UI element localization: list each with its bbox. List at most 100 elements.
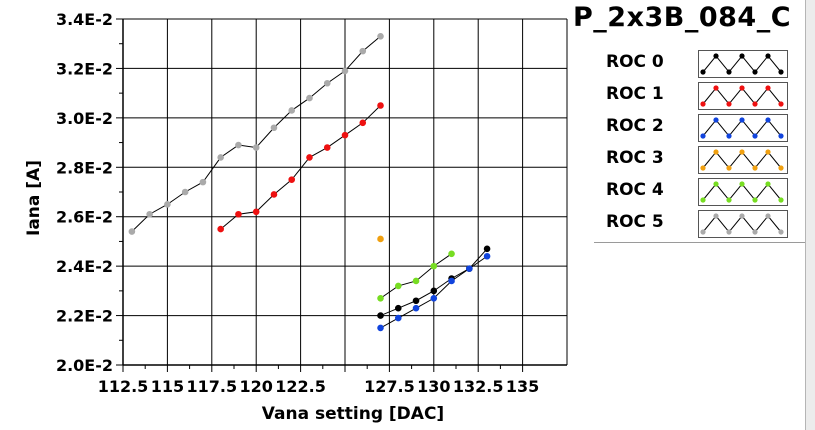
legend-item: ROC 4	[594, 176, 805, 206]
data-point	[377, 324, 384, 332]
y-tick-label: 2.6E-2	[56, 208, 113, 227]
data-point	[377, 33, 384, 40]
legend-swatch-graphic	[700, 149, 784, 171]
data-point	[359, 119, 367, 127]
series-roc-1	[217, 102, 384, 233]
legend-marker	[765, 53, 771, 59]
series-roc-3	[377, 235, 384, 243]
legend-swatch-graphic	[700, 181, 784, 203]
legend-marker	[713, 149, 719, 155]
data-point	[377, 312, 384, 319]
data-point	[323, 79, 331, 87]
data-point	[430, 287, 438, 295]
legend-marker	[752, 133, 758, 139]
legend-marker	[765, 117, 771, 123]
legend-marker	[700, 133, 706, 139]
legend-swatch-graphic	[700, 117, 784, 139]
legend-marker	[726, 229, 732, 235]
data-point	[430, 262, 438, 270]
data-point	[377, 235, 384, 243]
y-tick-label: 3.2E-2	[56, 59, 113, 78]
legend-marker	[713, 117, 719, 123]
data-point	[377, 102, 384, 109]
legend-label: ROC 4	[606, 180, 664, 200]
data-point	[394, 282, 402, 290]
legend-swatch-graphic	[700, 213, 784, 235]
legend-marker	[752, 165, 758, 171]
legend-marker	[739, 213, 745, 219]
data-point	[146, 210, 153, 218]
series-roc-5	[128, 33, 384, 235]
legend-label: ROC 1	[606, 84, 664, 104]
legend-marker	[778, 133, 784, 139]
legend-item: ROC 0	[594, 48, 805, 78]
legend-swatch	[698, 82, 788, 110]
legend-marker	[778, 69, 784, 75]
legend-swatch-graphic	[700, 53, 784, 75]
legend-marker	[765, 149, 771, 155]
data-point	[412, 297, 420, 305]
legend-marker	[752, 69, 758, 75]
data-point	[217, 154, 224, 161]
legend-marker	[726, 133, 732, 139]
legend-label: ROC 5	[606, 212, 664, 232]
legend-marker	[726, 165, 732, 171]
x-tick-label: 127.5	[364, 377, 415, 396]
legend-marker	[700, 101, 706, 107]
data-point	[128, 228, 136, 235]
legend-marker	[713, 53, 719, 59]
legend-swatch	[698, 178, 788, 206]
legend-marker	[739, 117, 745, 123]
legend-swatch	[698, 210, 788, 238]
x-tick-label: 132.5	[453, 377, 504, 396]
legend-marker	[778, 197, 784, 203]
legend-label: ROC 0	[606, 52, 664, 72]
axes: 112.5 115 117.5 120 122.5 127.5 130 132.5 135 2.0…	[56, 10, 567, 396]
y-axis-label: Iana [A]	[24, 160, 44, 236]
data-point	[430, 294, 438, 302]
x-tick-label: 130	[417, 377, 450, 396]
series-line	[220, 105, 381, 230]
legend-marker	[778, 101, 784, 107]
data-point	[323, 144, 331, 151]
data-point	[270, 124, 278, 132]
legend-marker	[752, 101, 758, 107]
legend-marker	[765, 181, 771, 187]
legend-swatch-graphic	[700, 85, 784, 107]
legend-label: ROC 2	[606, 116, 664, 136]
data-point	[377, 294, 384, 302]
data-point	[394, 304, 402, 312]
y-tick-label: 2.8E-2	[56, 158, 113, 177]
legend-marker	[739, 181, 745, 187]
data-point	[199, 178, 207, 186]
legend-item: ROC 2	[594, 112, 805, 142]
y-tick-label: 3.0E-2	[56, 109, 113, 128]
data-point	[483, 252, 491, 260]
x-tick-label: 117.5	[186, 377, 237, 396]
x-axis-label: Vana setting [DAC]	[262, 404, 444, 424]
data-point	[394, 314, 402, 322]
legend-marker	[765, 85, 771, 91]
y-tick-label: 3.4E-2	[56, 10, 113, 29]
legend-marker	[778, 229, 784, 235]
legend-item: ROC 1	[594, 80, 805, 110]
chart-title: P_2x3B_084_C	[573, 2, 792, 33]
legend-swatch	[698, 114, 788, 142]
x-tick-label: 115	[151, 377, 184, 396]
data-point	[341, 67, 349, 75]
data-point	[252, 208, 260, 216]
data-point	[217, 225, 224, 233]
x-tick-label: 112.5	[98, 377, 149, 396]
x-tick-label: 122.5	[275, 377, 326, 396]
data-point	[448, 277, 455, 285]
data-point	[288, 107, 296, 114]
data-point	[466, 265, 473, 272]
legend-marker	[752, 197, 758, 203]
legend-marker	[752, 229, 758, 235]
y-tick-label: 2.4E-2	[56, 257, 113, 276]
data-point	[306, 154, 313, 161]
scrollbar-edge[interactable]	[805, 0, 815, 430]
legend-swatch	[698, 146, 788, 174]
legend-marker	[739, 53, 745, 59]
